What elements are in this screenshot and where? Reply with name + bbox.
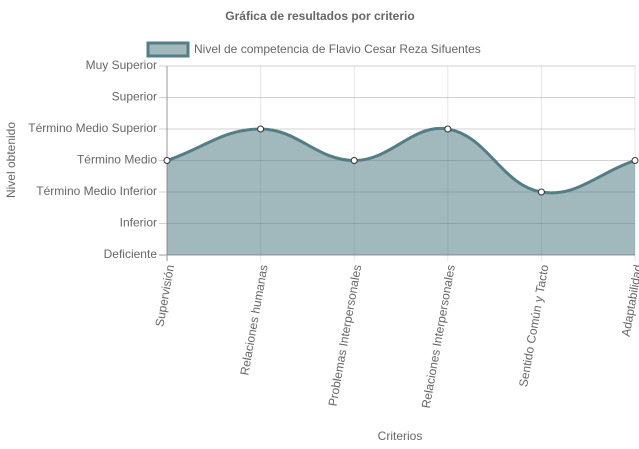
y-axis-label: Nivel obtenido (4, 122, 18, 198)
point (537, 188, 545, 196)
y-tick-label: Inferior (120, 216, 157, 230)
point (257, 125, 265, 133)
x-tick-label: Problemas Interpersonales (326, 264, 365, 408)
x-tick-label: Supervisión (152, 264, 177, 328)
point (163, 157, 171, 164)
chart-title: Gráfica de resultados por criterio (225, 9, 414, 23)
y-tick-label: Deficiente (104, 247, 158, 261)
point (350, 157, 358, 164)
y-tick-label: Muy Superior (86, 58, 157, 72)
y-tick-label: Superior (112, 90, 157, 104)
y-tick-label: Término Medio (77, 153, 157, 167)
x-tick-label: Relaciones Interpersonales (419, 264, 458, 410)
legend-swatch (146, 41, 190, 58)
legend-label: Nivel de competencia de Flavio Cesar Rez… (194, 42, 481, 56)
y-tick-label: Término Medio Superior (28, 121, 157, 135)
line (166, 126, 636, 195)
x-tick-label: Adaptabilidad (619, 264, 639, 338)
x-tick-label: Relaciones humanas (237, 264, 270, 377)
area (167, 128, 635, 255)
x-tick-label: Sentido Común y Tacto (516, 263, 551, 388)
point (444, 125, 452, 133)
x-axis-label: Criterios (378, 429, 423, 443)
y-tick-label: Término Medio Inferior (36, 184, 157, 198)
point (631, 157, 639, 164)
